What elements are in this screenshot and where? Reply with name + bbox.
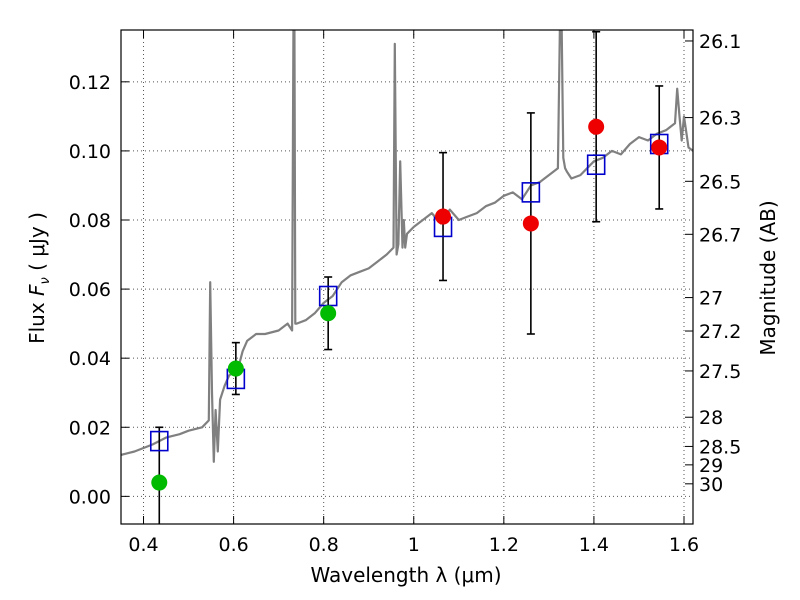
y-tick-label: 0.00 xyxy=(69,486,111,508)
mag-tick-label: 28 xyxy=(699,407,723,429)
grid-lines xyxy=(121,30,693,524)
photometry-point xyxy=(522,215,539,232)
y-tick-label: 0.10 xyxy=(69,141,111,163)
error-bars xyxy=(155,30,664,524)
x-tick-label: 0.8 xyxy=(309,534,339,556)
y-axis-title: Flux Fν ( μJy ) xyxy=(25,212,53,344)
spectrum-series xyxy=(121,30,693,463)
y-tick-label: 0.08 xyxy=(69,210,111,232)
photometry-points xyxy=(151,118,668,491)
mag-tick-label: 27.2 xyxy=(699,321,741,343)
mag-tick-label: 27.5 xyxy=(699,361,741,383)
x-tick-label: 1 xyxy=(408,534,420,556)
y2-axis-title: Magnitude (AB) xyxy=(756,200,780,355)
x-axis-title: Wavelength λ (μm) xyxy=(310,563,501,587)
x-tick-label: 0.4 xyxy=(128,534,158,556)
photometry-point xyxy=(588,118,605,135)
mag-tick-label: 26.7 xyxy=(699,224,741,246)
x-tick-label: 1.6 xyxy=(669,534,699,556)
mag-tick-label: 26.1 xyxy=(699,31,741,53)
plot-frame xyxy=(120,29,694,525)
model-box-marker xyxy=(586,154,606,176)
y-tick-label: 0.06 xyxy=(69,279,111,301)
model-box-markers xyxy=(149,133,669,452)
y-tick-label: 0.02 xyxy=(69,417,111,439)
photometry-point xyxy=(435,208,452,225)
x-tick-label: 0.6 xyxy=(218,534,248,556)
x-tick-label: 1.2 xyxy=(489,534,519,556)
tick-labels: 0.4 0.6 0.8 1 1.2 1.4 1.6 0.00 0.02 0.04 0.06 0.08 0… xyxy=(69,31,742,556)
model-box-marker xyxy=(149,430,169,452)
mag-tick-label: 28.5 xyxy=(699,436,741,458)
mag-tick-label: 26.5 xyxy=(699,171,741,193)
photometry-point xyxy=(227,360,244,377)
y-tick-label: 0.04 xyxy=(69,348,111,370)
photometry-point xyxy=(320,305,337,322)
mag-tick-label: 29 xyxy=(699,455,723,477)
y-tick-label: 0.12 xyxy=(69,72,111,94)
photometry-point xyxy=(151,474,168,491)
spectrum-line xyxy=(121,30,693,463)
model-box-marker xyxy=(521,182,541,203)
mag-tick-label: 30 xyxy=(699,474,723,496)
photometry-point xyxy=(651,139,668,156)
axes xyxy=(120,29,694,525)
mag-tick-label: 27 xyxy=(699,288,723,310)
mag-tick-label: 26.3 xyxy=(699,108,741,130)
x-tick-label: 1.4 xyxy=(579,534,609,556)
